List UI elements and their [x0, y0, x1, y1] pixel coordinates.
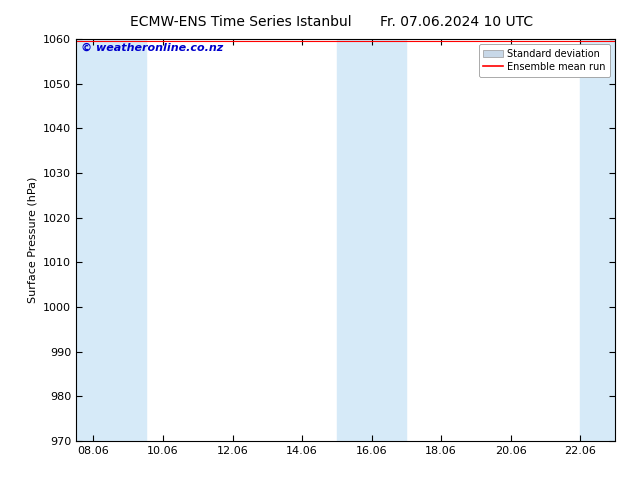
Bar [337, 39, 406, 441]
Bar [580, 39, 615, 441]
Text: ECMW-ENS Time Series Istanbul: ECMW-ENS Time Series Istanbul [130, 15, 352, 29]
Bar [76, 39, 146, 441]
Y-axis label: Surface Pressure (hPa): Surface Pressure (hPa) [27, 177, 37, 303]
Text: Fr. 07.06.2024 10 UTC: Fr. 07.06.2024 10 UTC [380, 15, 533, 29]
Legend: Standard deviation, Ensemble mean run: Standard deviation, Ensemble mean run [479, 44, 610, 77]
Text: © weatheronline.co.nz: © weatheronline.co.nz [81, 43, 224, 53]
